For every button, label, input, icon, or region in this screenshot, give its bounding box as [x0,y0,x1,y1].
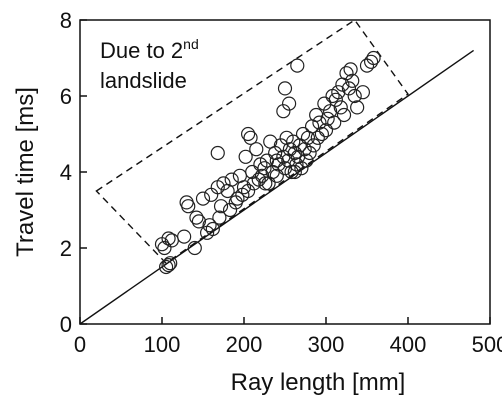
data-point [314,126,329,142]
data-point [212,210,227,225]
data-point [359,58,375,73]
data-point [299,153,314,168]
data-point [295,126,311,142]
data-point [310,130,325,145]
data-point [224,172,239,187]
data-point [159,259,174,275]
data-point [213,199,229,214]
data-point [216,176,231,191]
data-point [312,115,327,130]
data-point [161,231,176,246]
y-tick-label: 8 [60,8,72,33]
data-point [318,123,334,138]
data-point [287,164,302,180]
annotation-line1-main: Due to 2 [100,38,183,63]
data-point [302,145,317,161]
highlight-box-group [95,19,409,265]
annotation-line1-superscript: nd [183,36,199,52]
data-point [189,210,204,225]
data-point [276,104,291,119]
data-point [202,218,217,233]
data-point [277,81,293,96]
data-point [163,256,178,271]
y-tick-label: 6 [60,84,72,109]
data-point [230,191,245,206]
x-tick-label: 400 [390,332,427,357]
data-point [268,145,283,161]
data-point [306,138,321,153]
scatter-points [154,50,381,275]
y-tick-label: 0 [60,312,72,337]
data-point [241,183,256,199]
annotation-line1: Due to 2nd [100,36,199,63]
data-point [269,168,284,183]
data-point [195,191,211,206]
data-point [222,202,238,218]
data-point [366,50,381,66]
data-point [249,142,264,157]
data-point [328,92,343,107]
data-point [297,142,312,157]
data-point [343,62,358,77]
annotation-line2: landslide [100,68,187,93]
data-point [355,85,370,100]
y-tick-label: 4 [60,160,72,185]
x-tick-label: 300 [308,332,345,357]
data-point [331,85,346,100]
x-tick-label: 0 [74,332,86,357]
reference-line [79,49,474,325]
data-point [210,145,225,161]
data-point [246,176,261,191]
data-point [289,157,304,172]
data-point [205,221,220,237]
data-point [287,145,302,161]
data-point [204,187,219,202]
data-point [292,138,307,153]
y-axis-title: Travel time [ms] [12,87,39,257]
data-point [347,88,362,104]
x-tick-label: 200 [226,332,263,357]
data-point [241,126,256,142]
data-point [282,96,297,111]
data-point [161,258,176,273]
data-point [282,142,298,157]
data-point [364,54,379,69]
data-point [290,58,305,73]
data-point [336,107,352,123]
data-point [236,180,252,195]
data-point [327,115,342,130]
data-point [284,164,299,180]
ticks: 0 100 200 300 400 500 0 2 4 6 8 [60,8,502,357]
data-point [177,229,192,244]
data-point [191,214,206,229]
data-point [341,81,357,96]
data-point [269,153,284,168]
data-point [258,176,273,191]
data-point [333,100,348,115]
data-point [350,100,365,115]
data-point [243,130,258,145]
x-tick-label: 500 [472,332,502,357]
data-point [339,66,354,81]
reference-line-group [79,49,474,325]
highlight-box [95,19,409,265]
data-point [187,240,202,256]
data-point [345,73,360,88]
y-tick-label: 2 [60,236,72,261]
data-point [157,240,172,256]
data-point [257,161,272,176]
x-axis-title: Ray length [mm] [231,369,406,396]
data-point [181,199,196,214]
x-tick-label: 100 [144,332,181,357]
data-point [238,149,253,164]
